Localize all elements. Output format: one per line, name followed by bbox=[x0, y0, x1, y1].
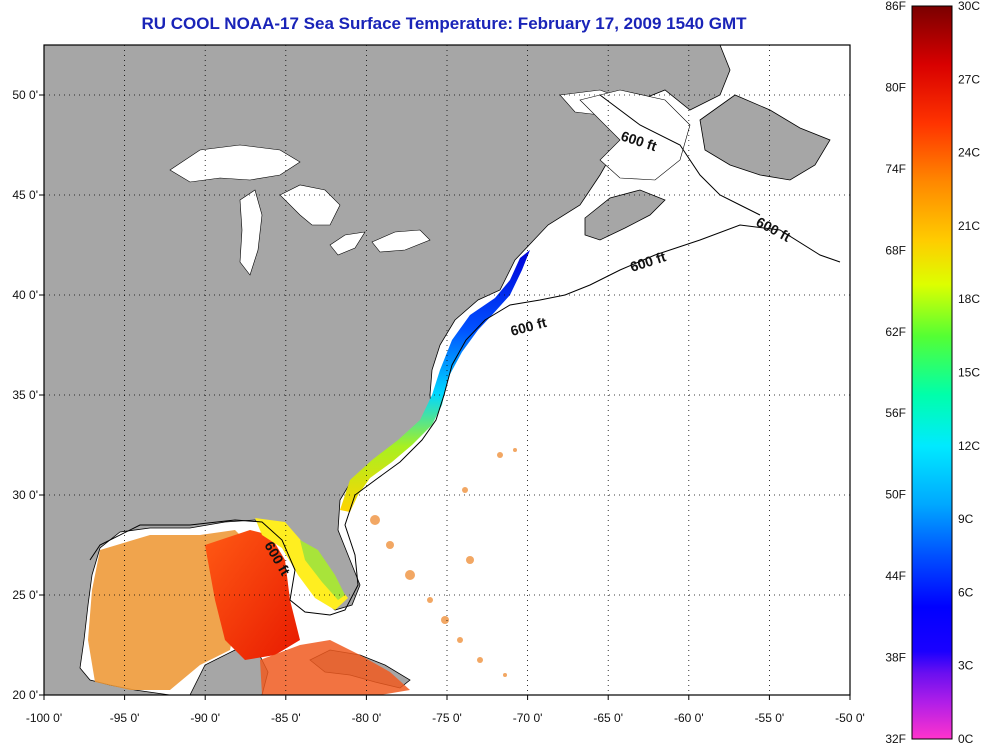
colorbar-f-labels: 86F 80F 74F 68F 62F 56F 50F 44F 38F 32F bbox=[885, 0, 906, 746]
land-newfoundland bbox=[699, 94, 831, 181]
x-tick-label: -75 0' bbox=[432, 711, 462, 725]
colorbar-c-label: 24C bbox=[958, 146, 980, 160]
colorbar-c-label: 18C bbox=[958, 292, 980, 306]
colorbar-c-label: 9C bbox=[958, 512, 974, 526]
y-tick-label: 35 0' bbox=[12, 388, 38, 402]
x-axis: -100 0' -95 0' -90 0' -85 0' -80 0' -75 0' -70… bbox=[26, 695, 865, 725]
depth-contour-600ft-north bbox=[599, 94, 761, 216]
colorbar-f-label: 44F bbox=[885, 569, 906, 583]
x-tick-label: -80 0' bbox=[352, 711, 382, 725]
y-tick-label: 25 0' bbox=[12, 588, 38, 602]
gridlines bbox=[44, 45, 850, 695]
colorbar-c-label: 0C bbox=[958, 732, 974, 746]
x-tick-label: -95 0' bbox=[110, 711, 140, 725]
colorbar-c-labels: 30C 27C 24C 21C 18C 15C 12C 9C 6C 3C 0C bbox=[958, 0, 980, 746]
colorbar-f-label: 62F bbox=[885, 325, 906, 339]
colorbar-f-label: 86F bbox=[885, 0, 906, 13]
land-mass bbox=[43, 44, 731, 696]
y-tick-label: 30 0' bbox=[12, 488, 38, 502]
colorbar-c-label: 30C bbox=[958, 0, 980, 13]
sst-gulf-red bbox=[205, 530, 300, 660]
colorbar-c-label: 12C bbox=[958, 439, 980, 453]
x-tick-label: -50 0' bbox=[835, 711, 865, 725]
y-tick-label: 50 0' bbox=[12, 88, 38, 102]
x-tick-label: -85 0' bbox=[271, 711, 301, 725]
colorbar-f-label: 50F bbox=[885, 488, 906, 502]
colorbar-c-label: 21C bbox=[958, 219, 980, 233]
x-tick-label: -90 0' bbox=[190, 711, 220, 725]
depth-contour-600ft bbox=[89, 224, 841, 616]
colorbar-f-label: 32F bbox=[885, 732, 906, 746]
colorbar-c-label: 27C bbox=[958, 72, 980, 86]
colorbar-f-label: 68F bbox=[885, 243, 906, 257]
colorbar-f-label: 38F bbox=[885, 651, 906, 665]
x-tick-label: -65 0' bbox=[593, 711, 623, 725]
colorbar-f-label: 56F bbox=[885, 406, 906, 420]
x-tick-label: -100 0' bbox=[26, 711, 62, 725]
sst-scatter bbox=[370, 448, 517, 677]
colorbar-f-label: 74F bbox=[885, 162, 906, 176]
sst-gulf-orange bbox=[88, 530, 250, 690]
sst-coastal-band bbox=[340, 250, 530, 512]
colorbar-c-label: 6C bbox=[958, 585, 974, 599]
sst-caribbean bbox=[260, 640, 410, 695]
y-tick-label: 40 0' bbox=[12, 288, 38, 302]
colorbar-c-label: 3C bbox=[958, 659, 974, 673]
x-tick-label: -55 0' bbox=[755, 711, 785, 725]
sst-florida-shelf bbox=[255, 518, 348, 610]
x-tick-label: -70 0' bbox=[513, 711, 543, 725]
map-title: RU COOL NOAA-17 Sea Surface Temperature:… bbox=[141, 14, 747, 33]
sst-florida-green bbox=[300, 540, 345, 600]
y-tick-label: 45 0' bbox=[12, 188, 38, 202]
y-axis: 50 0' 45 0' 40 0' 35 0' 30 0' 25 0' 20 0' bbox=[12, 88, 44, 702]
colorbar bbox=[911, 5, 953, 740]
colorbar-c-label: 15C bbox=[958, 366, 980, 380]
gulf-st-lawrence bbox=[579, 89, 691, 181]
x-tick-label: -60 0' bbox=[674, 711, 704, 725]
colorbar-f-label: 80F bbox=[885, 80, 906, 94]
y-tick-label: 20 0' bbox=[12, 688, 38, 702]
